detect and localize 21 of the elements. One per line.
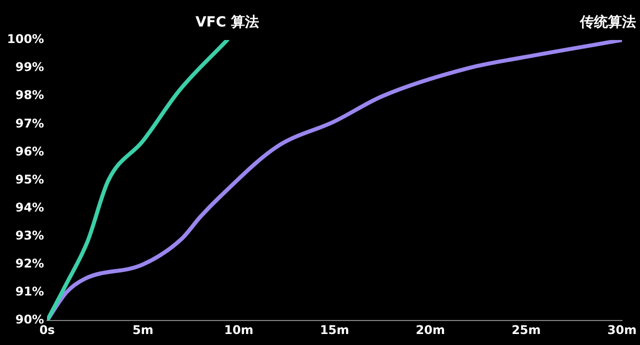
x-tick-label: 20m <box>416 322 445 337</box>
y-tick-label: 98% <box>15 88 44 102</box>
y-tick-label: 94% <box>15 200 44 214</box>
y-tick-label: 99% <box>15 60 44 74</box>
y-tick-label: 96% <box>15 144 44 158</box>
x-tick-label: 15m <box>320 322 350 337</box>
line-series <box>47 40 230 321</box>
x-tick-label: 10m <box>224 322 254 337</box>
y-tick-label: 100% <box>6 32 44 46</box>
series-label: 传统算法 <box>579 14 636 31</box>
y-tick-label: 92% <box>15 256 44 271</box>
line-series <box>47 40 622 321</box>
y-tick-label: 91% <box>15 284 44 299</box>
series-label: VFC 算法 <box>195 14 259 31</box>
x-tick-label: 25m <box>512 322 541 337</box>
y-tick-label: 97% <box>15 116 44 130</box>
x-tick-label: 5m <box>132 322 154 337</box>
x-tick-label: 30m <box>607 322 637 337</box>
y-tick-label: 93% <box>15 228 44 243</box>
x-tick-label: 0s <box>39 322 55 337</box>
y-tick-label: 95% <box>15 172 44 186</box>
